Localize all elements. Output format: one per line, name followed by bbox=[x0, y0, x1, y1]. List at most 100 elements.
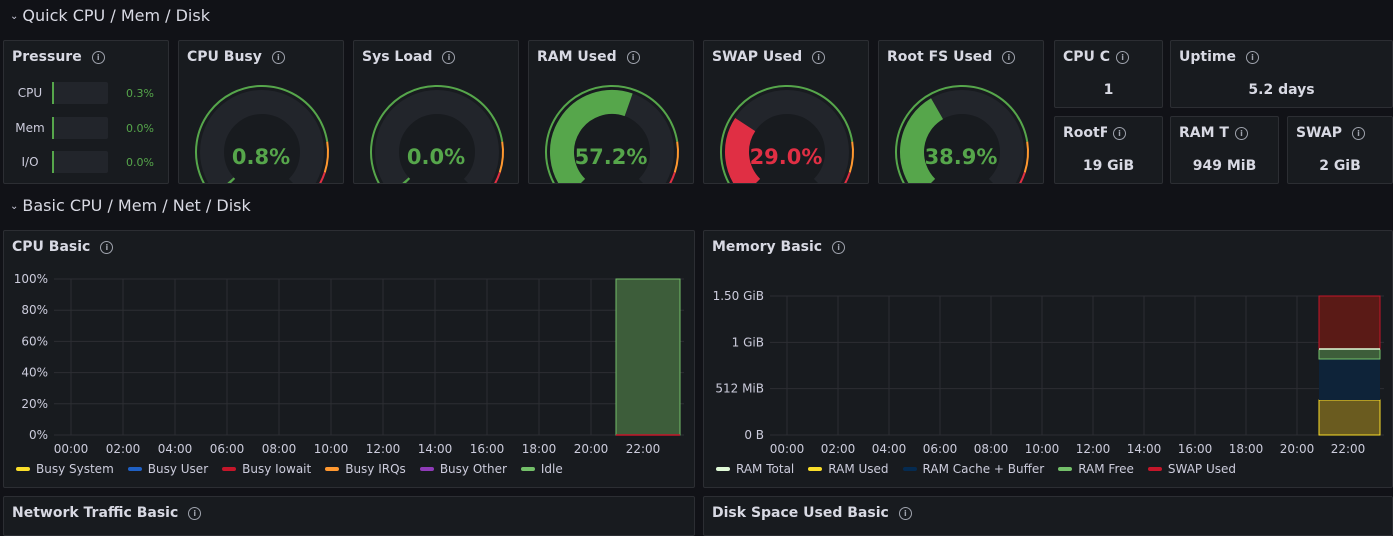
row-quick-cpu-mem-disk[interactable]: ⌄ Quick CPU / Mem / Disk bbox=[10, 6, 210, 25]
legend-item[interactable]: SWAP Used bbox=[1147, 462, 1236, 476]
x-tick-label: 06:00 bbox=[923, 442, 958, 456]
panel-title: CPU C bbox=[1063, 49, 1111, 65]
panel-title: CPU Busy bbox=[187, 49, 262, 65]
row-title: Quick CPU / Mem / Disk bbox=[22, 6, 210, 25]
ram-used-area bbox=[1318, 399, 1381, 436]
panel-title: SWAP bbox=[1296, 125, 1342, 141]
info-icon[interactable]: i bbox=[812, 50, 826, 64]
y-tick-label: 512 MiB bbox=[715, 382, 764, 396]
x-tick-label: 06:00 bbox=[210, 442, 245, 456]
info-icon[interactable]: i bbox=[1113, 126, 1126, 140]
cpu-basic-panel: CPU Basic i 0% 20% 40% 60% 80% 100% 00:00 02:00 0… bbox=[3, 230, 695, 488]
root-fs-used-panel: Root FS Used i 38.9% bbox=[878, 40, 1044, 184]
x-tick-label: 00:00 bbox=[770, 442, 805, 456]
info-icon[interactable]: i bbox=[898, 506, 912, 520]
stat-value: 19 GiB bbox=[1082, 158, 1135, 174]
memory-basic-chart[interactable]: 0 B 512 MiB 1 GiB 1.50 GiB 00:00 02:00 04:00 06… bbox=[704, 231, 1393, 461]
x-tick-label: 18:00 bbox=[522, 442, 557, 456]
panel-title: SWAP Used bbox=[712, 49, 803, 65]
x-tick-label: 02:00 bbox=[106, 442, 141, 456]
info-icon[interactable]: i bbox=[271, 50, 285, 64]
info-icon[interactable]: i bbox=[1002, 50, 1016, 64]
pressure-panel: Pressure i CPU 0.3% Mem 0.0% I/O 0.0% bbox=[3, 40, 169, 184]
idle-area bbox=[615, 278, 681, 436]
threshold-red bbox=[669, 172, 676, 183]
legend-swatch bbox=[520, 467, 535, 471]
legend-item[interactable]: Busy User bbox=[127, 462, 209, 476]
legend-label: Busy System bbox=[36, 462, 114, 476]
legend-item[interactable]: Idle bbox=[520, 462, 563, 476]
legend-label: Idle bbox=[540, 462, 563, 476]
legend-swatch bbox=[808, 467, 823, 471]
gauge-value: 29.0% bbox=[749, 145, 823, 169]
legend-item[interactable]: RAM Used bbox=[808, 462, 889, 476]
cpu-basic-chart[interactable]: 0% 20% 40% 60% 80% 100% 00:00 02:00 04:00 06:00 08… bbox=[4, 231, 695, 461]
legend-label: Busy User bbox=[147, 462, 209, 476]
info-icon[interactable]: i bbox=[100, 240, 114, 254]
legend-label: RAM Free bbox=[1078, 462, 1134, 476]
panel-title: Network Traffic Basic bbox=[12, 505, 179, 521]
legend-item[interactable]: Busy Other bbox=[419, 462, 507, 476]
legend-label: RAM Total bbox=[736, 462, 795, 476]
x-tick-label: 22:00 bbox=[1331, 442, 1366, 456]
legend-swatch bbox=[1147, 467, 1162, 471]
panel-title: Uptime bbox=[1179, 49, 1236, 65]
row-title: Basic CPU / Mem / Net / Disk bbox=[22, 196, 251, 215]
legend-swatch bbox=[16, 467, 30, 471]
threshold-red bbox=[319, 172, 326, 183]
legend-item[interactable]: Busy IRQs bbox=[325, 462, 406, 476]
threshold-red bbox=[1019, 172, 1026, 183]
swap-total-panel: SWAP i 2 GiB bbox=[1287, 116, 1393, 184]
panel-title: Disk Space Used Basic bbox=[712, 505, 889, 521]
x-tick-label: 22:00 bbox=[626, 442, 661, 456]
legend-item[interactable]: RAM Free bbox=[1058, 462, 1134, 476]
panel-title: CPU Basic bbox=[12, 239, 91, 255]
cpu-busy-panel: CPU Busy i 0.8% bbox=[178, 40, 344, 184]
ram-cache-buffer-area bbox=[1319, 359, 1380, 400]
info-icon[interactable]: i bbox=[1116, 50, 1130, 64]
stat-value: 1 bbox=[1103, 82, 1114, 98]
threshold-orange bbox=[673, 141, 679, 173]
row-basic-cpu-mem-net-disk[interactable]: ⌄ Basic CPU / Mem / Net / Disk bbox=[10, 196, 251, 215]
info-icon[interactable]: i bbox=[626, 50, 640, 64]
threshold-red bbox=[494, 172, 501, 183]
threshold-green bbox=[895, 85, 1029, 183]
info-icon[interactable]: i bbox=[91, 50, 105, 64]
info-icon[interactable]: i bbox=[1352, 126, 1365, 140]
legend-item[interactable]: Busy Iowait bbox=[222, 462, 311, 476]
info-icon[interactable]: i bbox=[188, 506, 202, 520]
sys-load-panel: Sys Load i 0.0% bbox=[353, 40, 519, 184]
panel-title: RAM T bbox=[1179, 125, 1229, 141]
threshold-red bbox=[844, 172, 851, 183]
legend-label: RAM Used bbox=[828, 462, 889, 476]
x-tick-label: 14:00 bbox=[418, 442, 453, 456]
swap-used-area bbox=[1318, 295, 1381, 350]
gauge-value-arc bbox=[900, 98, 944, 183]
info-icon[interactable]: i bbox=[832, 240, 846, 254]
ram-free-area bbox=[1318, 348, 1381, 360]
gauge-dial bbox=[370, 85, 504, 183]
gauge-value: 38.9% bbox=[924, 145, 998, 169]
info-icon[interactable]: i bbox=[442, 50, 456, 64]
stat-value: 2 GiB bbox=[1319, 158, 1361, 174]
gauge-track bbox=[375, 90, 499, 183]
threshold-green bbox=[370, 85, 504, 183]
y-tick-label: 20% bbox=[21, 397, 48, 411]
gauge-value-arc bbox=[550, 90, 633, 183]
gauge-dial bbox=[720, 85, 854, 183]
legend-item[interactable]: RAM Cache + Buffer bbox=[902, 462, 1044, 476]
y-tick-label: 0% bbox=[29, 428, 48, 442]
x-tick-label: 08:00 bbox=[262, 442, 297, 456]
info-icon[interactable]: i bbox=[1234, 126, 1248, 140]
legend-swatch bbox=[325, 467, 340, 471]
gauge-dial bbox=[895, 85, 1029, 183]
bar-fill bbox=[52, 82, 54, 104]
x-tick-label: 10:00 bbox=[314, 442, 349, 456]
info-icon[interactable]: i bbox=[1245, 50, 1259, 64]
x-tick-label: 12:00 bbox=[366, 442, 401, 456]
legend-item[interactable]: RAM Total bbox=[716, 462, 794, 476]
threshold-green bbox=[720, 85, 854, 183]
x-tick-label: 12:00 bbox=[1076, 442, 1111, 456]
legend-item[interactable]: Busy System bbox=[16, 462, 114, 476]
